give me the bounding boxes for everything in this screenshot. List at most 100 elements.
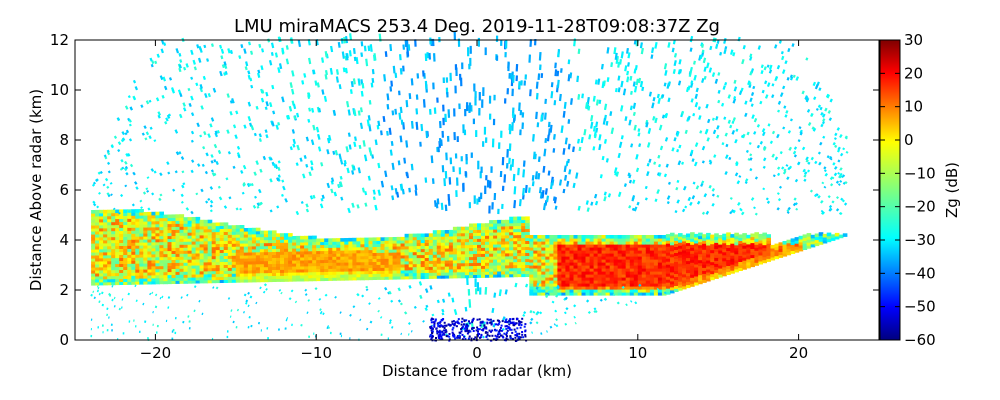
field-cell [211,222,217,227]
noise-dash [774,156,779,161]
field-cell [649,256,655,260]
near-field-cell [515,334,518,337]
field-cell [255,245,261,250]
field-cell [336,274,341,278]
field-cell [533,277,538,281]
field-cell [758,236,763,241]
field-cell [360,237,365,242]
field-cell [710,246,715,251]
field-cell [416,257,422,262]
field-cell [710,273,715,278]
field-cell [593,241,599,245]
field-cell [147,259,152,264]
field-cell [577,271,583,275]
field-cell [440,251,446,255]
field-cell [633,259,639,263]
field-cell [810,240,816,245]
field-cell [561,265,566,269]
field-cell [649,292,655,296]
field-cell [569,277,575,281]
field-cell [388,276,394,280]
field-cell [255,236,261,241]
noise-dash [740,134,744,139]
field-cell [235,276,241,280]
noise-dash [732,209,736,214]
noise-dash [556,79,560,88]
field-cell [637,250,643,254]
field-cell [754,256,759,260]
field-cell [340,253,345,257]
field-cell [649,247,655,251]
field-cell [529,280,534,284]
field-cell [179,214,185,218]
field-cell [356,267,361,272]
near-field-cell [481,320,484,323]
noise-dash [672,69,676,74]
noise-dash [761,128,766,133]
field-cell [163,247,168,252]
field-cell [629,292,635,296]
noise-dash [406,48,410,57]
field-cell [605,283,611,287]
field-cell [585,259,591,263]
noise-dash [407,322,411,325]
noise-dash [355,57,359,65]
noise-dash [389,321,392,325]
field-cell [585,244,591,248]
noise-dash [764,80,768,85]
near-field-cell [504,325,507,328]
noise-dash [392,65,396,74]
field-cell [645,235,651,239]
field-cell [312,253,317,258]
field-cell [207,264,213,269]
field-cell [649,283,655,287]
noise-dash [664,70,668,76]
field-cell [231,252,237,256]
field-cell [529,274,534,278]
field-cell [211,255,217,260]
noise-dash [277,67,281,74]
noise-dash [836,149,841,153]
field-cell [243,252,249,256]
field-cell [171,268,177,272]
field-cell [589,259,595,263]
noise-dash [270,42,275,49]
field-cell [95,239,100,244]
field-cell [629,256,635,260]
noise-dash [96,205,100,209]
field-cell [444,263,450,267]
field-cell [183,256,189,260]
field-cell [155,247,160,252]
field-cell [147,262,152,267]
field-cell [364,258,369,263]
field-cell [107,218,112,223]
noise-dash [223,61,227,66]
noise-dash [120,138,125,143]
noise-dash [661,94,665,98]
noise-dash [150,63,154,68]
field-cell [223,258,229,262]
field-cell [95,278,100,283]
field-cell [537,241,542,245]
field-cell [304,247,309,252]
noise-dash [701,160,705,164]
field-cell [235,228,241,232]
noise-dash [317,133,321,140]
field-cell [115,278,120,283]
field-cell [440,266,446,270]
field-cell [798,238,804,243]
field-cell [312,238,317,243]
field-cell [670,280,675,285]
noise-dash [98,300,101,303]
field-cell [537,286,542,290]
noise-dash [567,119,571,124]
noise-dash [606,77,610,82]
field-cell [255,227,261,232]
field-cell [464,271,470,276]
noise-dash [542,165,546,173]
noise-dash [824,107,828,112]
field-cell [533,253,538,257]
noise-dash [259,286,262,290]
field-cell [645,268,651,272]
field-cell [91,249,96,253]
